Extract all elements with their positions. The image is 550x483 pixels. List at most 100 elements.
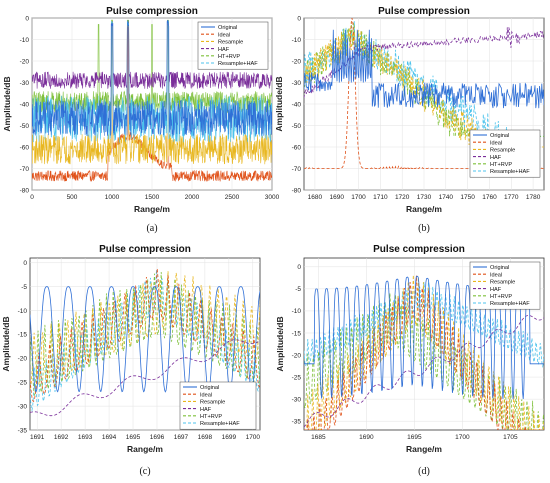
y-tick-label: -20 [292,58,302,65]
y-axis-label: Amplitude/dB [2,76,12,131]
legend-label: Ideal [490,140,502,146]
legend-label: Resample+HAF [200,421,240,427]
x-tick-label: 1695 [407,434,422,441]
legend-label: HT+RVP [200,414,222,420]
tick-labels: 0 500 1000 1500 2000 2500 3000 0 -10 -20 -30 -40 -50… [20,15,280,201]
legend-box [197,21,269,70]
y-tick-label: 0 [25,15,29,22]
legend-label: Original [490,265,509,271]
y-tick-label: -20 [18,356,28,363]
panel-caption: (b) [418,223,430,234]
y-tick-label: -30 [18,403,28,410]
series-line-ideal [30,268,260,403]
x-tick-label: 1750 [460,194,475,201]
x-tick-label: 1720 [395,194,410,201]
legend-label: HAF [218,47,230,53]
series-line-resample-haf [304,282,544,368]
x-tick-label: 1696 [150,434,165,441]
legend-label: Original [200,385,219,391]
legend-label: Resample [490,148,515,154]
x-tick-label: 0 [30,194,34,201]
x-tick-label: 1680 [308,194,323,201]
legend-label: Resample [490,280,515,286]
y-tick-label: -50 [292,123,302,130]
y-tick-label: -40 [292,101,302,108]
x-tick-label: 1693 [78,434,93,441]
x-tick-label: 500 [67,194,78,201]
x-tick-label: 1700 [246,434,261,441]
x-tick-label: 1695 [126,434,141,441]
legend-label: HT+RVP [490,294,512,300]
x-tick-label: 1690 [359,434,374,441]
chart-panel-d: Pulse compression 1685 1690 1695 1700 1705 0 -… [275,244,545,477]
y-tick-label: -80 [20,187,30,194]
y-axis-label: Amplitude/dB [275,316,285,371]
tick-labels: 1691 1692 1693 1694 1695 1696 1697 1698 1699 1700… [18,260,261,441]
x-tick-label: 1699 [222,434,237,441]
x-tick-label: 1685 [311,434,326,441]
chart-panel-a: Pulse compression 0 500 1000 1500 2000 2500 30… [2,6,280,234]
legend-label: Resample+HAF [490,301,530,307]
y-tick-label: -25 [18,380,28,387]
x-tick-label: 1697 [174,434,189,441]
x-tick-label: 3000 [265,194,280,201]
y-tick-label: -40 [20,101,30,108]
legend-label: HAF [490,287,502,293]
series-line-haf [304,27,544,99]
legend-label: HT+RVP [218,54,240,60]
chart-title: Pulse compression [106,6,198,17]
legend-label: Ideal [200,392,212,398]
series-line-original [30,286,260,393]
legend-box [469,129,541,178]
legend-label: Original [218,25,237,31]
series-line-haf [304,314,544,428]
y-axis-label: Amplitude/dB [1,316,11,371]
y-tick-label: -15 [18,332,28,339]
y-tick-label: 0 [297,264,301,271]
series-line-haf [30,339,260,417]
series-group [32,19,272,182]
y-tick-label: -10 [20,37,30,44]
y-tick-label: -25 [292,374,302,381]
y-tick-label: -30 [292,80,302,87]
y-tick-label: -15 [292,330,302,337]
chart-title: Pulse compression [99,244,191,255]
legend-label: HAF [490,155,502,161]
legend-label: HT+RVP [490,162,512,168]
legend-label: HAF [200,407,212,413]
x-tick-label: 2500 [225,194,240,201]
y-tick-label: -5 [21,284,27,291]
panel-caption: (c) [139,466,150,477]
series-line-original [32,20,272,137]
y-tick-label: -5 [295,286,301,293]
y-tick-label: -10 [18,308,28,315]
x-tick-label: 1730 [417,194,432,201]
legend-label: Ideal [218,32,230,38]
series-group [304,274,544,430]
y-tick-label: -60 [20,144,30,151]
chart-panel-b: Pulse compression 1680 1690 1700 1710 1720 17… [274,6,545,234]
x-tick-label: 1692 [54,434,69,441]
x-tick-label: 1694 [102,434,117,441]
panel-caption: (a) [146,223,157,234]
x-axis-label: Range/m [127,444,163,454]
legend-label: Resample [200,400,225,406]
x-tick-label: 1780 [526,194,541,201]
y-tick-label: -35 [292,418,302,425]
legend-label: Ideal [490,272,502,278]
legend-label: Resample+HAF [218,61,258,67]
series-line-haf [32,21,272,90]
y-tick-label: 0 [23,260,27,267]
x-tick-label: 1710 [373,194,388,201]
x-tick-label: 1770 [504,194,519,201]
x-tick-label: 1698 [198,434,213,441]
y-tick-label: -20 [292,352,302,359]
x-tick-label: 2000 [185,194,200,201]
series-line-ideal [304,275,544,430]
x-tick-label: 1700 [351,194,366,201]
x-axis-label: Range/m [406,444,442,454]
